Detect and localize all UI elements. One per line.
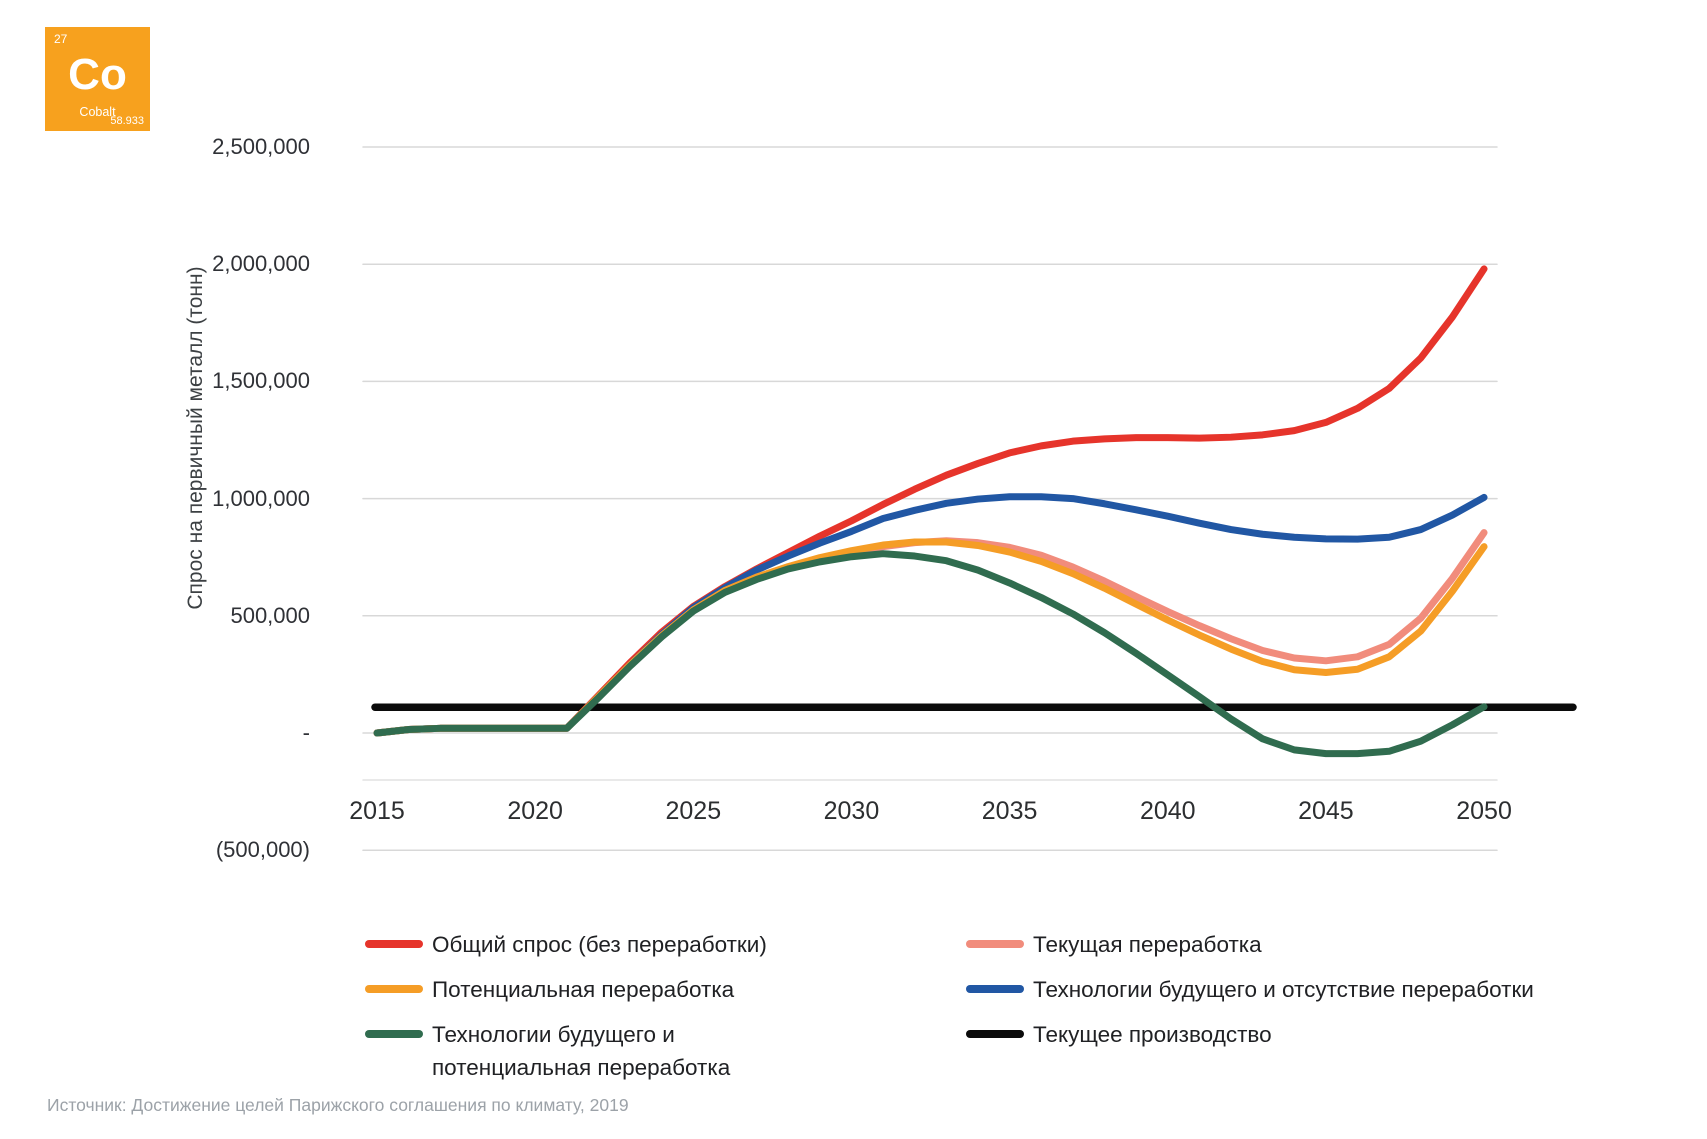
x-tick-label: 2030 (823, 797, 880, 825)
y-tick-label: (500,000) (215, 837, 310, 863)
cobalt-element-card: 27 Co Cobalt 58.933 (45, 27, 150, 131)
legend-item-total-demand: Общий спрос (без переработки) (365, 928, 767, 961)
atomic-mass: 58.933 (110, 115, 144, 127)
element-symbol: Co (68, 50, 127, 99)
legend-label: Текущее производство (1033, 1022, 1272, 1047)
series-future-tech-no-recycling (373, 493, 1488, 737)
y-tick-label: - (302, 720, 310, 745)
source-note: Источник: Достижение целей Парижского со… (47, 1095, 629, 1115)
legend-label: Технологии будущего и отсутствие перераб… (1033, 977, 1534, 1002)
series-current-recycling (373, 529, 1488, 737)
legend-swatch-total-demand (365, 940, 423, 948)
atomic-number: 27 (54, 32, 68, 46)
legend-item-future-tech-potential-recycling: Технологии будущего и потенциальная пере… (365, 1018, 782, 1084)
legend-item-current-production: Текущее производство (966, 1018, 1272, 1051)
x-tick-label: 2015 (349, 797, 405, 825)
y-tick-label: 2,000,000 (212, 251, 310, 277)
legend-label: Общий спрос (без переработки) (432, 932, 767, 957)
legend-swatch-current-production (966, 1030, 1024, 1038)
element-name: Cobalt (79, 105, 116, 119)
x-tick-label: 2050 (1456, 797, 1512, 825)
x-tick-label: 2035 (981, 797, 1038, 825)
x-tick-label: 2020 (507, 797, 563, 825)
legend-swatch-potential-recycling (365, 985, 423, 993)
y-tick-label: 2,500,000 (212, 134, 310, 159)
legend-swatch-current-recycling (966, 940, 1024, 948)
legend-item-current-recycling: Текущая переработка (966, 928, 1262, 961)
legend-label: Технологии будущего и потенциальная пере… (432, 1022, 731, 1080)
series-future-tech-potential-recycling (373, 550, 1488, 758)
legend-swatch-future-tech-no-recycling (966, 985, 1024, 993)
legend-item-potential-recycling: Потенциальная переработка (365, 973, 734, 1006)
legend-label: Потенциальная переработка (432, 977, 735, 1002)
y-tick-label: 1,000,000 (212, 485, 310, 511)
x-tick-label: 2025 (665, 797, 722, 825)
y-tick-label: 500,000 (230, 602, 310, 628)
legend-swatch-future-tech-potential-recycling (365, 1030, 423, 1038)
x-tick-label: 2040 (1139, 797, 1196, 825)
y-tick-label: 1,500,000 (212, 368, 310, 394)
x-tick-label: 2045 (1298, 797, 1354, 825)
legend-label: Текущая переработка (1033, 932, 1262, 957)
legend-item-future-tech-no-recycling: Технологии будущего и отсутствие перераб… (966, 973, 1534, 1006)
